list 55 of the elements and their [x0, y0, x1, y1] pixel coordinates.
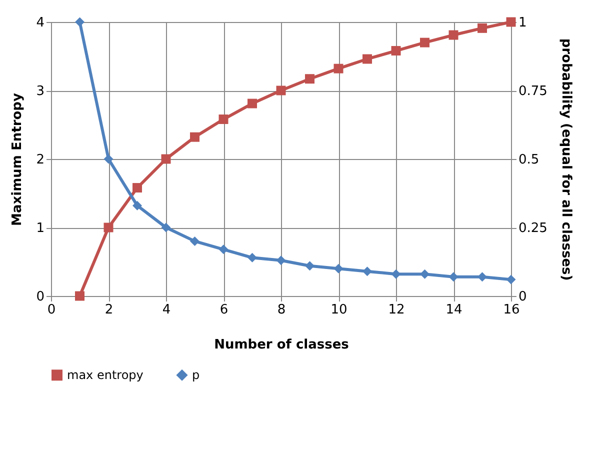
point [420, 269, 430, 279]
point [161, 222, 171, 232]
point [190, 236, 200, 246]
point [132, 200, 142, 210]
y2-tick-label: 0.25 [518, 221, 548, 236]
y2-tick-label: 0.75 [518, 84, 548, 99]
point [218, 114, 228, 124]
point [248, 252, 257, 262]
point [276, 86, 286, 96]
point [334, 264, 344, 274]
y-tick-label: 0 [36, 290, 44, 304]
y2-tick-label: 0.5 [518, 152, 540, 168]
y-axis-title: Maximum Entropy [10, 92, 26, 226]
point [75, 17, 84, 27]
point [391, 269, 401, 279]
point [104, 154, 114, 164]
y-tick-label: 1 [36, 221, 44, 236]
point [218, 244, 228, 254]
x-axis-title: Number of classes [214, 338, 350, 352]
y2-tick-label: 0 [518, 290, 527, 304]
x-tick-label: 2 [104, 302, 114, 318]
point [305, 74, 314, 84]
point [448, 272, 458, 282]
y-tick-label: 2 [36, 152, 44, 168]
point [362, 54, 372, 64]
y2-axis-title: probability (equal for all classes) [558, 38, 574, 281]
point [305, 261, 314, 271]
x-tick-label: 16 [503, 302, 520, 318]
x-tick-label: 4 [162, 302, 171, 318]
point [506, 274, 516, 284]
point [334, 64, 344, 74]
point [161, 154, 171, 164]
point [362, 266, 372, 276]
legend-label: p [192, 368, 200, 382]
point [248, 98, 257, 108]
point [190, 132, 200, 142]
point [478, 23, 487, 33]
x-tick-label: 12 [388, 302, 405, 318]
x-tick-label: 0 [47, 302, 56, 318]
point [104, 222, 114, 232]
y2-tick-label: 1 [518, 16, 527, 30]
x-tick-label: 14 [446, 302, 462, 318]
point [75, 291, 84, 301]
y-tick-label: 3 [36, 84, 44, 99]
point [448, 30, 458, 40]
x-tick-label: 10 [330, 302, 348, 318]
legend-label: max entropy [67, 368, 144, 382]
point [276, 256, 286, 266]
point [478, 272, 487, 282]
x-tick-label: 6 [220, 302, 228, 318]
point [420, 38, 430, 48]
point [132, 183, 142, 193]
y-tick-label: 4 [36, 16, 44, 30]
x-tick-label: 8 [277, 302, 286, 318]
point [391, 46, 401, 56]
